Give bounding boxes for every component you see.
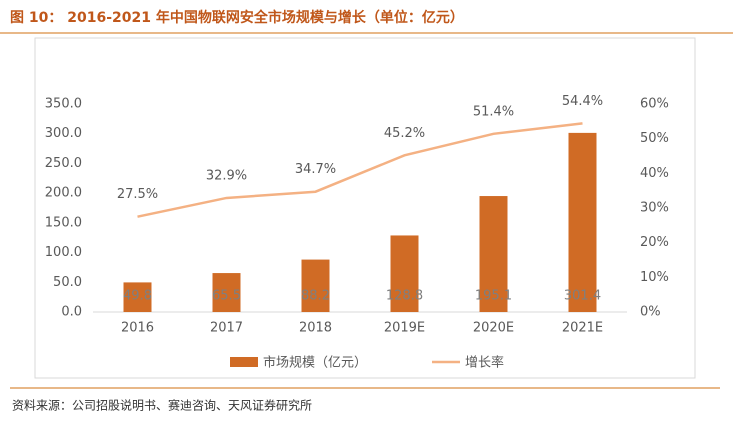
bar <box>301 259 330 312</box>
data-label: 301.4 <box>564 289 601 304</box>
y-tick-label: 50.0 <box>53 275 82 290</box>
y2-tick-label: 50% <box>640 131 669 146</box>
y2-tick-label: 0% <box>640 305 661 320</box>
bar <box>390 235 419 312</box>
y2-tick-label: 30% <box>640 201 669 216</box>
data-label: 32.9% <box>206 168 247 183</box>
y-tick-label: 300.0 <box>45 126 82 141</box>
legend-label: 市场规模（亿元） <box>263 355 367 371</box>
y-tick-label: 100.0 <box>45 245 82 260</box>
bar <box>568 132 597 312</box>
data-label: 45.2% <box>384 126 425 141</box>
y-tick-label: 0.0 <box>61 305 82 320</box>
y-tick-label: 250.0 <box>45 156 82 171</box>
y2-tick-label: 40% <box>640 166 669 181</box>
legend-label: 增长率 <box>465 355 504 371</box>
chart-title: 图 10： 2016-2021 年中国物联网安全市场规模与增长（单位：亿元） <box>10 9 464 26</box>
data-label: 65.5 <box>212 289 241 304</box>
data-label: 49.8 <box>123 289 152 304</box>
bar <box>479 196 508 312</box>
data-label: 54.4% <box>562 94 603 109</box>
data-label: 51.4% <box>473 104 514 119</box>
data-label: 34.7% <box>295 162 336 177</box>
bar <box>123 282 152 312</box>
data-label: 128.8 <box>386 289 423 304</box>
data-label: 88.2 <box>301 289 330 304</box>
bar <box>212 273 241 312</box>
x-tick-label: 2019E <box>384 321 425 336</box>
x-tick-label: 2017 <box>210 321 243 336</box>
chart-frame <box>34 37 696 379</box>
x-tick-label: 2018 <box>299 321 332 336</box>
legend-swatch <box>230 357 258 367</box>
y2-tick-label: 60% <box>640 97 669 112</box>
x-tick-label: 2020E <box>473 321 514 336</box>
y2-tick-label: 10% <box>640 270 669 285</box>
data-label: 27.5% <box>117 187 158 202</box>
data-label: 195.1 <box>475 289 512 304</box>
y-tick-label: 150.0 <box>45 215 82 230</box>
line <box>137 122 583 218</box>
x-tick-label: 2016 <box>121 321 154 336</box>
y-tick-label: 200.0 <box>45 186 82 201</box>
y-tick-label: 350.0 <box>45 97 82 112</box>
source: 资料来源：公司招股说明书、赛迪咨询、天风证券研究所 <box>12 398 312 413</box>
y2-tick-label: 20% <box>640 235 669 250</box>
x-tick-label: 2021E <box>562 321 603 336</box>
